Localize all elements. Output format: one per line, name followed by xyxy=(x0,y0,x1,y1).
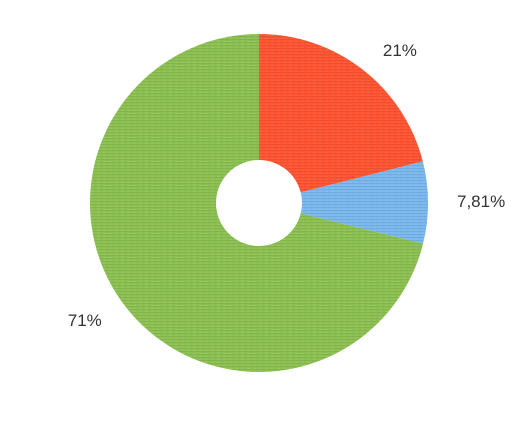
slice-label-0: 21% xyxy=(383,41,417,60)
slice-label-2: 71% xyxy=(68,311,102,330)
labels-group: 21% 7,81% 71% xyxy=(68,41,505,330)
slice-label-1: 7,81% xyxy=(457,192,505,211)
slices-group xyxy=(90,34,428,372)
